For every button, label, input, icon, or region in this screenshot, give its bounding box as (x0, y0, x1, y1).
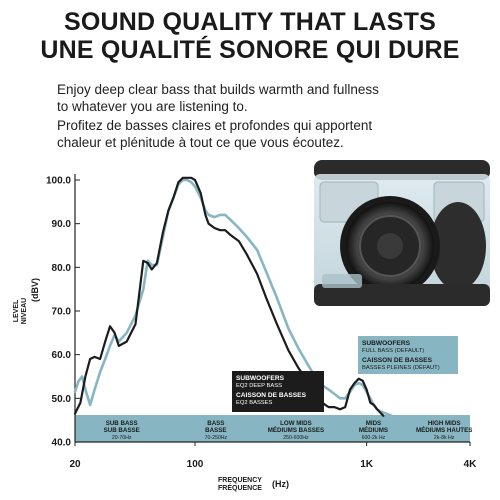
description-en-line-1: Enjoy deep clear bass that builds warmth… (57, 82, 379, 97)
chart-lines (73, 176, 399, 420)
y-axis-label-fr: NIVEAU (21, 298, 28, 324)
band-title-3: MIDS (366, 420, 381, 427)
band-title-2: LOW MIDS (280, 420, 312, 427)
y-tick-label: 50.0 (52, 394, 72, 405)
legend-deep-bass-sub-fr: EQ2 BASSES (236, 400, 273, 406)
chart-axes: 40.0 50.0 60.0 70.0 80.0 90.0 100.0 20 100 1K 4K LE… (13, 174, 477, 492)
band-range-3: 600-2k Hz (362, 435, 386, 441)
x-tick-label: 1K (360, 459, 374, 470)
legend-box-deep-bass (232, 371, 324, 412)
series-line-deep-bass (73, 176, 385, 417)
y-axis-label-en: LEVEL (13, 299, 20, 322)
legend-full-bass-title-fr: CAISSON DE BASSES (362, 357, 433, 364)
headline-fr: UNE QUALITÉ SONORE QUI DURE (40, 36, 460, 64)
legend-deep-bass-title: SUBWOOFERS (236, 375, 285, 382)
band-subtitle-1: BASSE (205, 427, 226, 434)
band-range-2: 250-600Hz (283, 435, 309, 441)
description-fr: Profitez de basses claires et profondes … (57, 117, 487, 151)
description-en: Enjoy deep clear bass that builds warmth… (57, 81, 487, 115)
x-axis-label-en: FREQUENCY (218, 477, 262, 484)
y-tick-label: 70.0 (52, 307, 72, 318)
legend-full-bass-title: SUBWOOFERS (362, 340, 411, 347)
description-en-line-2: to whatever you are listening to. (57, 99, 248, 114)
y-tick-label: 60.0 (52, 350, 72, 361)
band-title-0: SUB BASS (106, 420, 138, 427)
description-fr-line-1: Profitez de basses claires et profondes … (57, 118, 373, 133)
x-tick-label: 100 (187, 459, 204, 470)
band-subtitle-4: MÉDIUMS HAUTES (416, 426, 472, 434)
legend-deep-bass-sub: EQ2 DEEP BASS (236, 383, 282, 389)
legend-deep-bass-title-fr: CAISSON DE BASSES (236, 392, 307, 399)
speaker-product-image (314, 160, 490, 306)
band-range-0: 20-70Hz (112, 435, 132, 441)
y-tick-label: 90.0 (52, 219, 72, 230)
band-subtitle-0: SUB BASSE (104, 427, 140, 434)
legend-full-bass-sub-fr: BASSES PLEINES (DÉFAUT) (362, 364, 440, 371)
y-axis-unit: (dBV) (30, 278, 40, 302)
y-tick-label: 40.0 (52, 438, 72, 449)
legend-box-full-bass (358, 336, 458, 374)
description-fr-line-2: chaleur et plénitude à tout ce que vous … (57, 135, 344, 150)
x-axis-label-fr: FRÉQUENCE (218, 483, 262, 492)
x-tick-label: 20 (69, 459, 81, 470)
x-axis-unit: (Hz) (272, 479, 289, 489)
band-subtitle-3: MÉDIUMS (359, 426, 388, 434)
x-tick-label: 4K (464, 459, 478, 470)
legend-full-bass-sub: FULL BASS (DEFAULT) (362, 348, 424, 354)
band-title-4: HIGH MIDS (428, 420, 461, 427)
band-subtitle-2: MÉDIUMS BASSES (268, 426, 324, 434)
headline-en: SOUND QUALITY THAT LASTS (64, 8, 436, 36)
band-range-1: 70-250Hz (205, 435, 228, 441)
y-tick-label: 100.0 (46, 176, 71, 187)
band-range-4: 2k-8k Hz (434, 435, 455, 441)
band-title-1: BASS (207, 420, 224, 427)
y-tick-label: 80.0 (52, 263, 72, 274)
band-strip (75, 415, 470, 442)
